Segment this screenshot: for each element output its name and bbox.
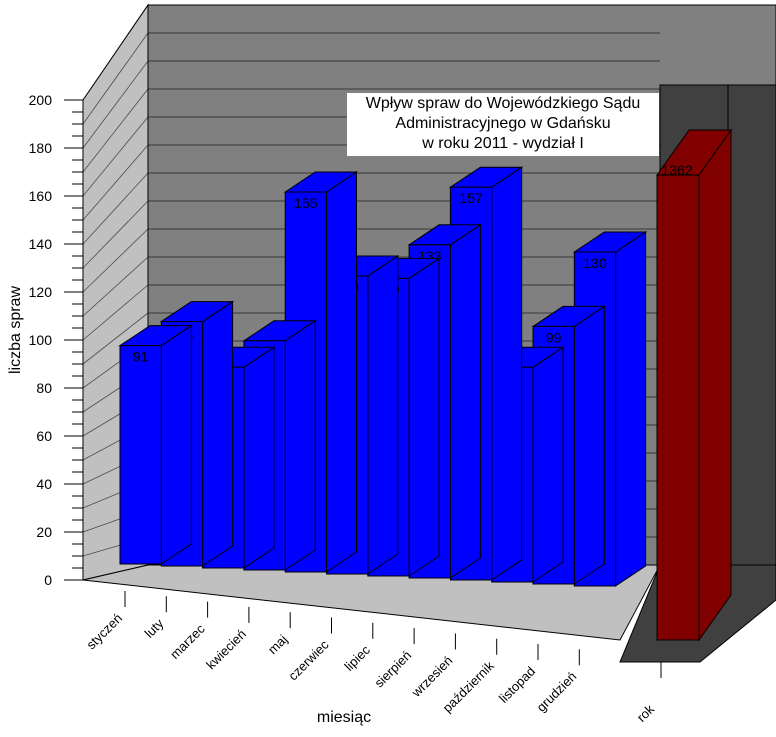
x-tick-label: styczeń <box>83 611 125 653</box>
side-gridline <box>82 172 149 245</box>
bar-side <box>491 166 523 581</box>
x-tick-label: sierpień <box>371 648 414 691</box>
summary-bar-side <box>698 128 732 642</box>
summary-bar-front <box>656 174 700 641</box>
y-tick-label: 40 <box>36 476 52 492</box>
x-tick-label: czerwiec <box>285 637 332 684</box>
y-axis: 0 20 40 60 80 100 120 140 160 180 200 <box>29 92 84 588</box>
side-gridline <box>82 256 149 317</box>
x-tick-label: maj <box>265 632 290 657</box>
x-tick-label: lipiec <box>341 642 373 674</box>
y-tick-label: 180 <box>29 140 53 156</box>
y-tick-label: 100 <box>29 332 53 348</box>
y-tick-label: 160 <box>29 188 53 204</box>
x-tick-label: grudzień <box>534 669 580 715</box>
bar-side <box>284 319 316 571</box>
x-tick-label: marzec <box>167 621 208 662</box>
x-tick-label: listopad <box>496 664 538 706</box>
bar-value-label: 157 <box>459 190 483 206</box>
bar-value-label: 130 <box>583 255 607 271</box>
y-tick-label: 200 <box>29 92 53 108</box>
y-tick-label: 120 <box>29 284 53 300</box>
side-gridline <box>82 4 149 101</box>
bars: 1309982157133119120155938210191 <box>118 166 648 587</box>
bar-side <box>326 171 357 573</box>
bar-side <box>367 255 399 575</box>
summary-value-label: 1362 <box>661 162 692 178</box>
bar-side <box>408 257 440 577</box>
side-gridline <box>82 32 149 125</box>
bar-side <box>615 231 647 587</box>
side-gridline <box>82 228 149 293</box>
y-axis-title: liczba spraw <box>7 286 24 374</box>
title-line-2: Administracyjnego w Gdańsku <box>395 115 611 132</box>
bar-side <box>532 346 564 583</box>
side-gridline <box>82 116 149 197</box>
side-gridline <box>82 284 149 341</box>
y-tick-label: 80 <box>36 380 52 396</box>
title-line-1: Wpływ spraw do Wojewódzkiego Sądu <box>365 95 641 112</box>
side-gridline <box>82 564 149 581</box>
side-gridline <box>82 200 149 269</box>
title-line-3: w roku 2011 - wydział I <box>422 135 584 152</box>
x-axis-title: miesiąc <box>317 709 371 726</box>
x-tick-label: wrzesień <box>408 653 456 701</box>
side-gridline <box>82 60 149 149</box>
bar-side <box>160 324 192 565</box>
bar-value-label: 99 <box>546 329 562 345</box>
chart-title: Wpływ spraw do Wojewódzkiego Sądu Admini… <box>347 93 659 156</box>
y-tick-label: 60 <box>36 428 52 444</box>
bar-side <box>449 223 481 579</box>
bar-side <box>243 346 275 569</box>
y-tick-label: 20 <box>36 524 52 540</box>
side-gridline <box>82 144 149 221</box>
bar-front <box>119 345 162 565</box>
bar-styczeń: 91 <box>118 324 193 565</box>
y-tick-label: 0 <box>44 572 52 588</box>
summary-bar-group: 1362 <box>656 128 732 642</box>
side-gridline <box>82 88 149 173</box>
bar-side <box>202 300 234 567</box>
bar-value-label: 91 <box>133 349 149 365</box>
y-tick-label: 140 <box>29 236 53 252</box>
x-tick-label-summary: rok <box>634 701 658 725</box>
bar-side <box>573 305 605 585</box>
bar-value-label: 155 <box>294 195 318 211</box>
x-tick-label: luty <box>142 615 167 640</box>
x-tick-label: kwiecień <box>203 626 249 672</box>
side-gridline <box>82 312 149 365</box>
